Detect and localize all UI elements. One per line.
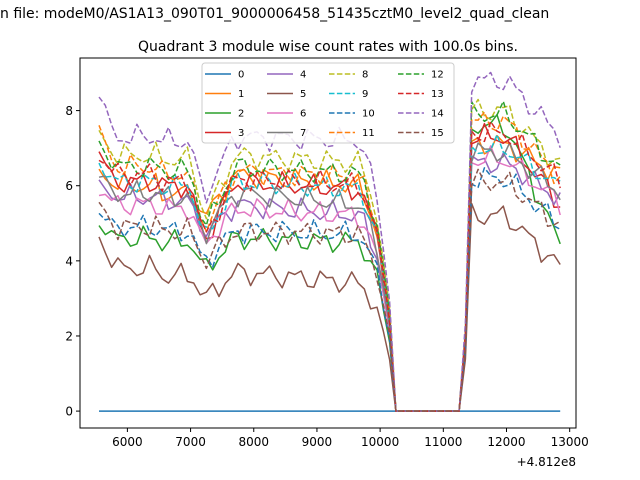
legend-label-2: 2	[238, 109, 244, 120]
legend-label-4: 4	[300, 70, 306, 81]
x-tick-label: 8000	[238, 435, 269, 449]
y-tick-label: 0	[65, 405, 73, 419]
y-tick-label: 8	[65, 104, 73, 118]
x-tick-label: 12000	[487, 435, 525, 449]
series-line-15	[98, 168, 561, 412]
x-tick-label: 9000	[302, 435, 333, 449]
series-line-7	[98, 141, 561, 412]
x-tick-label: 6000	[112, 435, 143, 449]
legend-box	[201, 62, 455, 144]
x-tick-label: 11000	[424, 435, 462, 449]
axes-frame	[79, 57, 577, 429]
legend-label-5: 5	[300, 89, 306, 100]
series-line-11	[98, 111, 561, 412]
x-axis-offset-label: +4.812e8	[517, 455, 576, 469]
legend-label-9: 9	[362, 89, 368, 100]
series-line-10	[98, 167, 561, 412]
y-tick-label: 2	[65, 329, 73, 343]
legend-label-0: 0	[238, 70, 244, 81]
x-tick-label: 13000	[551, 435, 589, 449]
series-line-3	[98, 122, 561, 412]
legend-label-13: 13	[431, 89, 444, 100]
y-tick-label: 4	[65, 254, 73, 268]
y-tick-label: 6	[65, 179, 73, 193]
legend-label-6: 6	[300, 109, 306, 120]
series-line-13	[98, 120, 561, 412]
x-tick-label: 10000	[361, 435, 399, 449]
legend-label-10: 10	[362, 109, 375, 120]
legend-label-7: 7	[300, 128, 306, 139]
series-line-1	[98, 134, 561, 412]
legend-label-12: 12	[431, 70, 444, 81]
series-line-12	[98, 100, 561, 412]
legend-label-11: 11	[362, 128, 375, 139]
legend-label-15: 15	[431, 128, 444, 139]
x-tick-label: 7000	[175, 435, 206, 449]
chart-suptitle: n file: modeM0/AS1A13_090T01_9000006458_…	[0, 6, 549, 22]
series-line-5	[98, 202, 561, 412]
chart-title: Quadrant 3 module wise count rates with …	[138, 39, 518, 55]
legend-label-1: 1	[238, 89, 244, 100]
series-line-9	[98, 133, 561, 412]
legend-label-14: 14	[431, 109, 444, 120]
legend-label-3: 3	[238, 128, 244, 139]
legend-label-8: 8	[362, 70, 368, 81]
series-line-14	[98, 71, 561, 412]
